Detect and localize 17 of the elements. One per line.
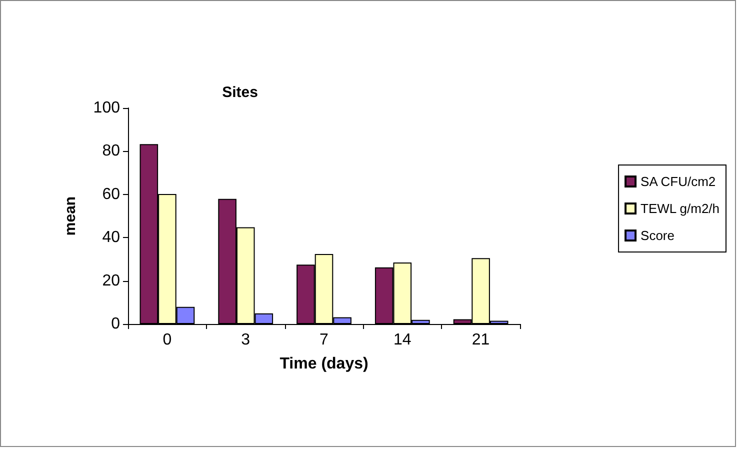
x-tick-label: 14 — [394, 332, 412, 348]
y-tick-label: 60 — [102, 186, 120, 203]
y-tick-label: 100 — [93, 100, 120, 116]
x-tick-label: 7 — [320, 332, 329, 348]
y-axis-title: mean — [62, 196, 79, 236]
y-tick-label: 0 — [111, 316, 120, 332]
y-tick-label: 20 — [102, 272, 120, 290]
legend-label: Score — [640, 228, 674, 243]
legend-label: SA CFU/cm2 — [640, 174, 716, 189]
x-tick-label: 21 — [472, 332, 490, 348]
y-tick-label: 80 — [102, 142, 120, 160]
x-tick-label: 0 — [162, 332, 172, 348]
x-axis-title: Time (days) — [280, 356, 368, 372]
y-tick-label: 40 — [102, 229, 120, 246]
chart-title: Sites — [222, 84, 258, 101]
x-tick-label: 3 — [241, 332, 250, 348]
legend-label: TEWL g/m2/h — [640, 201, 720, 216]
